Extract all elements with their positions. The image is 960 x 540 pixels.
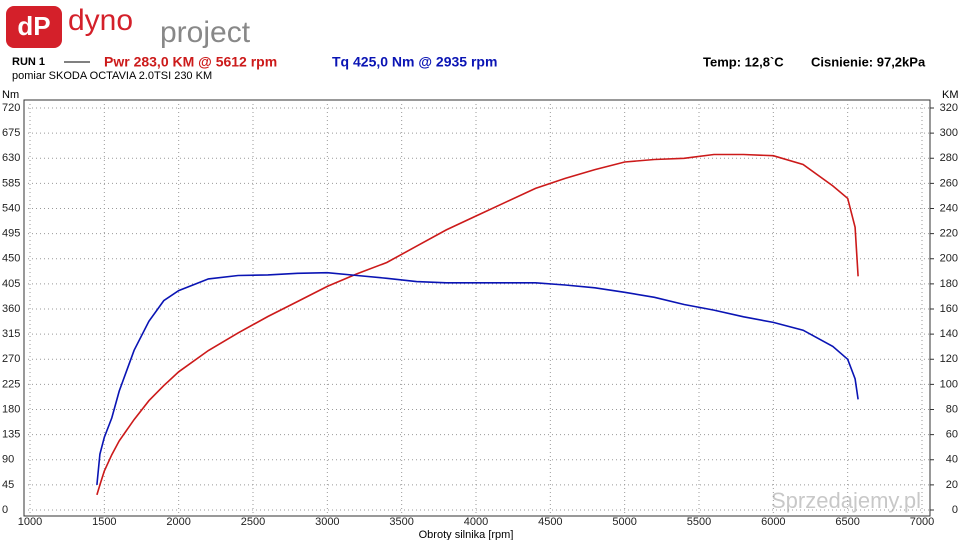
x-tick-label: 1000 <box>18 516 42 528</box>
y-tick-label: 225 <box>2 378 20 390</box>
logo-word: project <box>160 16 251 49</box>
y-tick-label: 675 <box>2 127 20 139</box>
y2-tick-label: 100 <box>940 378 958 390</box>
x-tick-label: 4000 <box>464 516 488 528</box>
y2-tick-label: 300 <box>940 127 958 139</box>
temperature: Temp: 12,8`C <box>703 54 784 69</box>
y-tick-label: 450 <box>2 253 20 265</box>
watermark: Sprzedajemy.pl <box>771 488 921 513</box>
y-tick-label: 90 <box>2 454 14 466</box>
x-tick-label: 3000 <box>315 516 339 528</box>
y2-tick-label: 20 <box>946 479 958 491</box>
y2-tick-label: 220 <box>940 228 958 240</box>
description: pomiar SKODA OCTAVIA 2.0TSI 230 KM <box>12 70 212 82</box>
y-tick-label: 585 <box>2 177 20 189</box>
y-tick-label: 405 <box>2 278 20 290</box>
x-tick-label: 6000 <box>761 516 785 528</box>
logo-word: dyno <box>68 4 133 37</box>
y-tick-label: 495 <box>2 228 20 240</box>
logo-badge <box>6 6 62 48</box>
x-tick-label: 2500 <box>241 516 265 528</box>
y-tick-label: 720 <box>2 102 20 114</box>
legend-entry: Pwr 283,0 KM @ 5612 rpm <box>104 54 277 70</box>
x-tick-label: 1500 <box>92 516 116 528</box>
y-tick-label: 315 <box>2 328 20 340</box>
y2-tick-label: 320 <box>940 102 958 114</box>
pressure: Cisnienie: 97,2kPa <box>811 54 926 69</box>
y2-tick-label: 180 <box>940 278 958 290</box>
y2-tick-label: 80 <box>946 403 958 415</box>
y2-tick-label: 120 <box>940 353 958 365</box>
x-tick-label: 5000 <box>612 516 636 528</box>
series-line <box>96 271 859 485</box>
y-tick-label: 180 <box>2 403 20 415</box>
y-axis-label: Nm <box>2 89 19 101</box>
y2-tick-label: 160 <box>940 303 958 315</box>
y2-tick-label: 60 <box>946 429 958 441</box>
x-tick-label: 6500 <box>835 516 859 528</box>
y2-tick-label: 260 <box>940 177 958 189</box>
logo-mark: dP <box>17 11 50 41</box>
y2-tick-label: 0 <box>952 504 958 516</box>
y2-tick-label: 40 <box>946 454 958 466</box>
y-tick-label: 135 <box>2 429 20 441</box>
plot-frame <box>23 99 931 517</box>
x-tick-label: 7000 <box>910 516 934 528</box>
y2-axis-label: KM <box>942 89 959 101</box>
y-tick-label: 360 <box>2 303 20 315</box>
y2-tick-label: 240 <box>940 202 958 214</box>
x-tick-label: 3500 <box>389 516 413 528</box>
run-label: RUN 1 <box>12 56 45 68</box>
y-tick-label: 270 <box>2 353 20 365</box>
y2-tick-label: 140 <box>940 328 958 340</box>
x-tick-label: 5500 <box>687 516 711 528</box>
y2-tick-label: 200 <box>940 253 958 265</box>
x-tick-label: 4500 <box>538 516 562 528</box>
x-axis-label: Obroty silnika [rpm] <box>419 529 514 540</box>
legend-entry: Tq 425,0 Nm @ 2935 rpm <box>332 54 497 70</box>
y2-tick-label: 280 <box>940 152 958 164</box>
y-tick-label: 45 <box>2 479 14 491</box>
x-tick-label: 2000 <box>166 516 190 528</box>
y-tick-label: 540 <box>2 202 20 214</box>
y-tick-label: 630 <box>2 152 20 164</box>
y-tick-label: 0 <box>2 504 8 516</box>
series-line <box>96 153 859 496</box>
